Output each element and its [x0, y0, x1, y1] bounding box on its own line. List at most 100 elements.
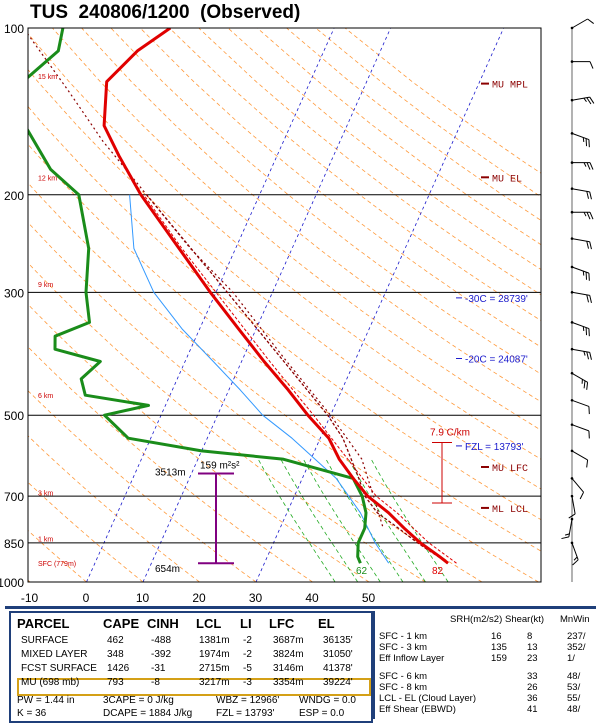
- wind-barb-flag: [587, 406, 592, 414]
- shear-table-cell: 41: [527, 704, 538, 715]
- shear-table-cell: LCL - EL (Cloud Layer): [379, 693, 476, 704]
- shear-table-cell: 1/: [567, 653, 575, 664]
- wind-barb-flag: [587, 140, 592, 148]
- shear-table-cell: 16: [491, 631, 502, 642]
- height-label: 15 km: [38, 74, 57, 81]
- isotherm-height-label: -30C = 28739': [465, 294, 528, 305]
- temperature-trace: [104, 28, 448, 563]
- shear-table-cell: SFC - 3 km: [379, 642, 427, 653]
- parcel-table-cell: 3824m: [273, 649, 304, 660]
- dry-adiabat: [0, 28, 313, 582]
- chart-title: TUS 240806/1200 (Observed): [30, 2, 300, 24]
- isotherm-line: [87, 28, 335, 582]
- wind-barb: [571, 161, 593, 169]
- wind-barb: [565, 495, 577, 518]
- height-label: 1 km: [38, 537, 53, 544]
- wind-barb-flag: [590, 163, 593, 170]
- wind-barb: [570, 187, 593, 199]
- wind-barb-dot: [570, 187, 573, 190]
- wind-barb: [570, 237, 593, 249]
- wind-barb-flag: [561, 536, 568, 540]
- shear-table-cell: SFC - 1 km: [379, 631, 427, 642]
- wind-barb-flag: [587, 163, 590, 170]
- wind-barb-dot: [570, 423, 573, 426]
- shear-table-cell: 13: [527, 642, 538, 653]
- parcel-table-cell: -2: [243, 635, 252, 646]
- wind-barb: [565, 541, 580, 565]
- wind-barb: [570, 16, 593, 34]
- dry-adiabat: [82, 28, 596, 582]
- parcel-table-cell: -31: [151, 663, 165, 674]
- wind-barb-flag: [589, 295, 593, 302]
- wind-barb-dot: [571, 211, 574, 214]
- pressure-tick-label: 100: [4, 22, 24, 36]
- parcel-table-cell: -5: [243, 663, 252, 674]
- wind-barb-dot: [570, 399, 573, 402]
- pressure-tick-label: 200: [4, 189, 24, 203]
- parcel-table-cell: 1974m: [199, 649, 230, 660]
- parcel-table-header: LFC: [269, 616, 294, 631]
- parcel-table-cell: MIXED LAYER: [21, 649, 88, 660]
- wind-barb-flag: [588, 18, 594, 26]
- parcel-table-cell: 3687m: [273, 635, 304, 646]
- parcel-table-cell: 39224': [323, 677, 353, 688]
- temperature-tick-label: 10: [136, 591, 150, 605]
- extra-param: WNDG = 0.0: [299, 695, 356, 706]
- dry-adiabat: [257, 28, 596, 582]
- shear-table-cell: 23: [527, 653, 538, 664]
- wind-barb-dot: [570, 237, 573, 240]
- wind-barb: [566, 477, 587, 499]
- inflow-bottom-label: 654m: [155, 564, 180, 575]
- dry-adiabat: [199, 28, 596, 582]
- wind-barb: [571, 211, 593, 219]
- wind-barb-dot: [570, 541, 573, 544]
- wind-barb-shaft: [572, 496, 575, 514]
- dry-adiabat: [0, 28, 596, 582]
- shear-table-cell: 55/: [567, 693, 580, 704]
- wind-barb-dot: [570, 132, 573, 135]
- parcel-table-cell: 1381m: [199, 635, 230, 646]
- wind-barb-flag: [590, 62, 593, 69]
- wind-barb-flag: [586, 191, 590, 198]
- level-marker-label: MU EL: [492, 174, 522, 185]
- shear-table-cell: Eff Inflow Layer: [379, 653, 444, 664]
- parcel-table-cell: 1426: [107, 663, 129, 674]
- parcel-table-cell: -488: [151, 635, 171, 646]
- dry-adiabat: [0, 28, 482, 582]
- wind-barb: [567, 372, 590, 390]
- parcel-table-header: CINH: [147, 616, 179, 631]
- temperature-tick-label: 20: [192, 591, 206, 605]
- wind-barb-dot: [570, 321, 573, 324]
- virtual-temperature-trace: [144, 195, 457, 563]
- isotherm-height-label: -20C = 24087': [465, 355, 528, 366]
- pressure-tick-label: 1000: [0, 576, 24, 590]
- wind-barb-dot: [570, 518, 573, 521]
- height-label: 6 km: [38, 393, 53, 400]
- pressure-tick-label: 850: [4, 537, 24, 551]
- shear-table-cell: 48/: [567, 671, 580, 682]
- shear-table-cell: 36: [527, 693, 538, 704]
- moist-adiabat: [349, 459, 426, 582]
- wind-barb: [567, 449, 590, 467]
- pressure-tick-label: 700: [4, 490, 24, 504]
- wind-barb-half: [584, 212, 586, 216]
- wind-barb-dot: [570, 265, 573, 268]
- wind-barb-dot: [571, 161, 574, 164]
- shear-table-header: SRH(m2/s2): [450, 614, 502, 625]
- wind-barb-half: [584, 98, 587, 102]
- wind-barb-flag: [587, 273, 592, 281]
- wind-barb-half: [584, 163, 586, 167]
- wind-barb-dot: [570, 495, 573, 498]
- wind-barb-flag: [589, 242, 593, 249]
- level-marker-label: ML LCL: [492, 505, 528, 516]
- temperature-tick-label: 0: [83, 591, 90, 605]
- shear-table-cell: SFC - 6 km: [379, 671, 427, 682]
- dry-adiabat: [111, 28, 596, 582]
- shear-table-cell: 8: [527, 631, 532, 642]
- wind-barb-flag: [572, 560, 580, 565]
- shear-table-cell: SFC - 8 km: [379, 682, 427, 693]
- dry-adiabat: [52, 28, 596, 582]
